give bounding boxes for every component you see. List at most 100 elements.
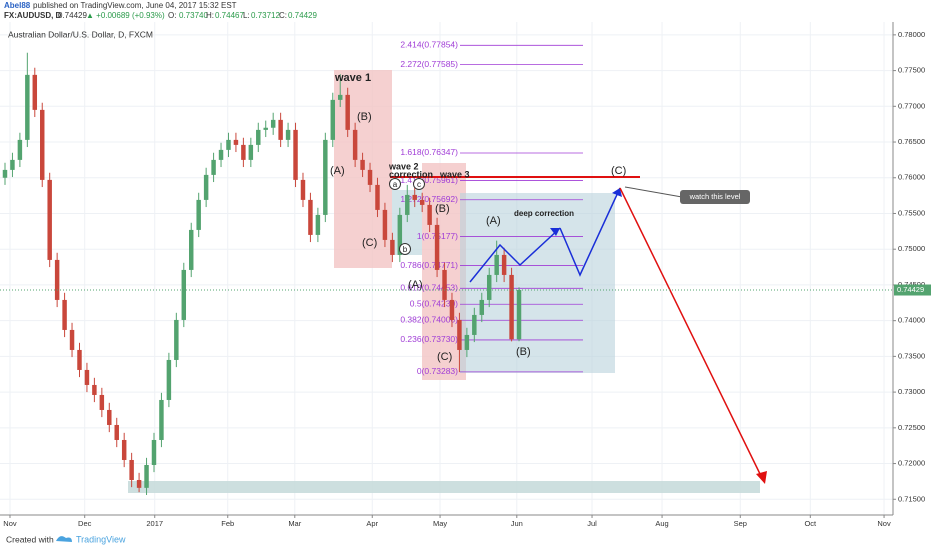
ohlc-label: O: <box>168 11 176 20</box>
annotation: (A) <box>408 279 423 291</box>
candle-body <box>54 259 60 300</box>
candle-body <box>2 169 8 178</box>
candle-body <box>405 194 410 215</box>
candle-body <box>486 274 492 300</box>
marker <box>389 178 401 190</box>
annotation: (B) <box>357 111 372 123</box>
x-tick-label: Nov <box>877 519 891 528</box>
annotation: wave 1 <box>334 72 371 84</box>
candle-body <box>211 159 216 175</box>
marker <box>399 243 411 255</box>
candle-body <box>226 139 231 150</box>
y-tick-label: 0.71500 <box>898 494 925 503</box>
fib-label: 1.414(0.75961) <box>400 175 458 185</box>
candle-body <box>196 199 201 230</box>
y-tick-label: 0.73000 <box>898 387 925 396</box>
candle-body <box>472 314 477 335</box>
candle-body <box>315 214 321 235</box>
candle-body <box>308 199 313 235</box>
ohlc-value: 0.74467 <box>215 11 244 20</box>
candle-body <box>360 159 365 170</box>
y-tick-label: 0.78000 <box>898 30 925 39</box>
callout-text: watch this level <box>689 192 741 201</box>
y-tick-label: 0.76000 <box>898 173 925 182</box>
published: published on TradingView.com, June 04, 2… <box>33 1 237 10</box>
callout-box <box>680 190 750 204</box>
last-price-label: 0.74429 <box>897 285 924 294</box>
annotation: wave 2 <box>388 161 419 171</box>
candle-body <box>427 204 432 225</box>
candle-body <box>248 144 254 160</box>
x-tick-label: Dec <box>78 519 92 528</box>
candle-body <box>144 464 149 488</box>
axes: 0.78000 0.77500 0.77000 0.76500 0.76000 0.755… <box>0 30 931 528</box>
candle-body <box>330 99 336 140</box>
ohlc-value: 0.74429 <box>288 11 317 20</box>
fib-label: 2.414(0.77854) <box>400 40 458 50</box>
x-tick-label: May <box>433 519 447 528</box>
y-tick-label: 0.76500 <box>898 137 925 146</box>
y-tick-label: 0.73500 <box>898 351 925 360</box>
projection-arrow <box>559 187 621 277</box>
header <box>0 0 932 22</box>
arrow-head <box>550 228 560 236</box>
candle-body <box>174 319 179 360</box>
candle-body <box>509 274 514 340</box>
x-tick-label: Jul <box>587 519 597 528</box>
x-tick-label: Aug <box>655 519 668 528</box>
candle-body <box>464 334 470 350</box>
last-price-box <box>894 284 931 296</box>
candle-body <box>367 169 373 185</box>
candle-body <box>218 149 224 160</box>
candle-body <box>390 239 395 255</box>
footer-brand[interactable]: TradingView <box>76 534 126 544</box>
y-tick-label: 0.75000 <box>898 244 925 253</box>
x-tick-label: Jun <box>511 519 523 528</box>
x-tick-label: Oct <box>804 519 817 528</box>
candle-body <box>479 299 485 315</box>
candle-body <box>337 94 343 100</box>
candles <box>2 52 522 495</box>
candle-body <box>270 119 276 128</box>
candle-body <box>121 439 127 460</box>
annotation: (C) <box>362 237 377 249</box>
y-tick-label: 0.72000 <box>898 459 925 468</box>
candle-body <box>434 224 440 270</box>
y-tick-label: 0.74000 <box>898 316 925 325</box>
x-tick-label: Apr <box>366 519 378 528</box>
candle-body <box>151 439 157 465</box>
annotation: a <box>393 180 398 189</box>
x-tick-label: Mar <box>288 519 301 528</box>
candle-body <box>352 129 358 160</box>
candle-body <box>136 479 142 488</box>
candle-body <box>92 384 97 395</box>
correction-zone <box>460 193 615 373</box>
annotation: (B) <box>516 346 531 358</box>
projection-arrow <box>469 227 561 283</box>
candle-body <box>69 329 75 350</box>
candle-body <box>419 199 425 205</box>
candle-body <box>25 74 30 140</box>
candle-body <box>159 399 164 440</box>
y-tick-label: 0.74500 <box>898 280 925 289</box>
y-tick-label: 0.72500 <box>898 423 925 432</box>
candle-body <box>181 269 187 320</box>
candle-body <box>47 179 52 260</box>
x-tick-label: Nov <box>3 519 17 528</box>
x-tick-label: Sep <box>734 519 747 528</box>
candle-body <box>516 290 522 340</box>
marker <box>413 178 425 190</box>
candle-body <box>62 299 67 330</box>
fib-label: 0(0.73283) <box>417 366 458 376</box>
candle-body <box>263 127 268 130</box>
candle-body <box>375 184 380 210</box>
arrow-head <box>612 188 622 197</box>
annotation: (C) <box>611 165 626 177</box>
candle-body <box>17 139 23 160</box>
fib-label: 0.618(0.74453) <box>400 283 458 293</box>
candle-body <box>10 159 15 170</box>
candle-body <box>99 394 105 410</box>
candle-body <box>84 369 90 385</box>
